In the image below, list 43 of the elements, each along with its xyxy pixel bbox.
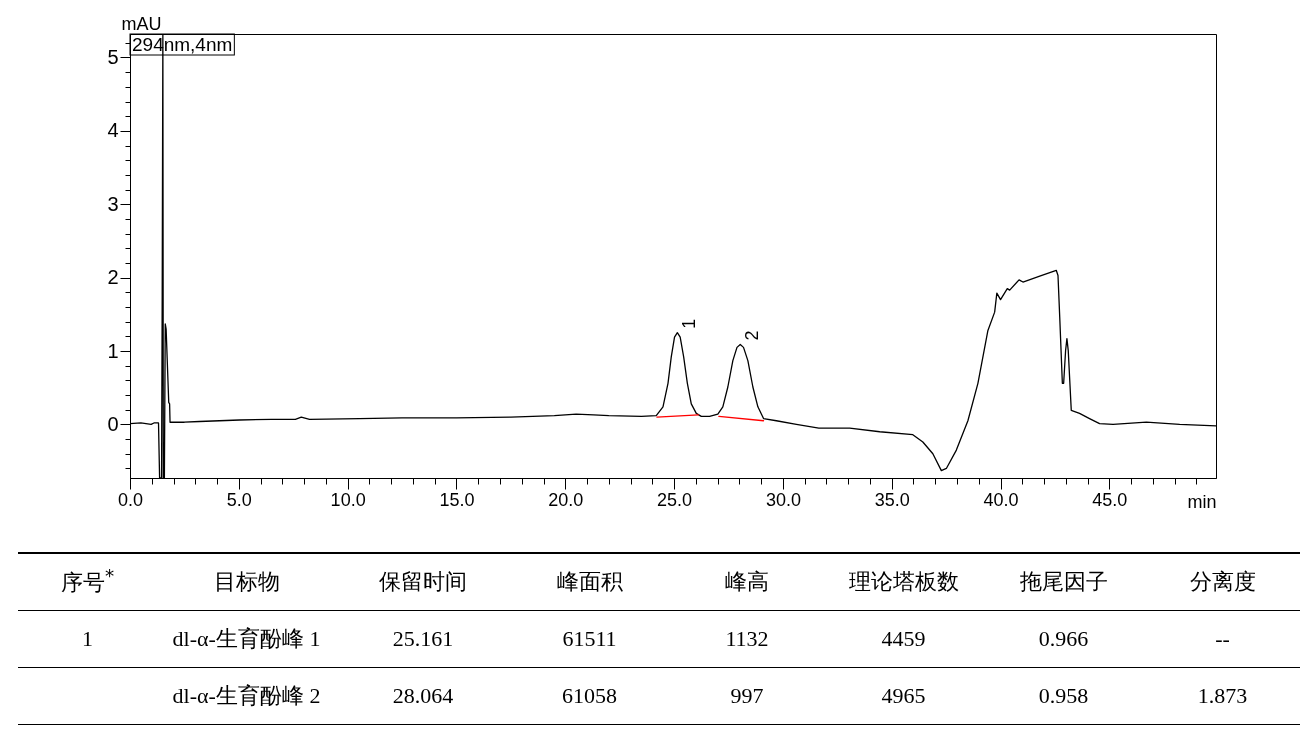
- y-tick-label: 2: [107, 266, 119, 289]
- annotation: 1: [679, 318, 700, 329]
- x-tick-label: 40.0: [983, 489, 1019, 510]
- x-tick-label: 0.0: [117, 489, 144, 510]
- y-tick-label: 0: [107, 412, 119, 435]
- y-tick-label: 3: [107, 192, 119, 215]
- category-label: 分离度: [1145, 553, 1300, 611]
- y-tick-label: 5: [107, 45, 119, 68]
- text: 0.966: [1038, 626, 1089, 651]
- text: --: [1215, 626, 1230, 651]
- text: dl-α-生育酚峰 2: [172, 683, 321, 708]
- text: 1: [82, 626, 93, 651]
- x-tick-label: 45.0: [1092, 489, 1128, 510]
- category-label: 峰高: [669, 553, 825, 611]
- y-axis-title: mAU: [121, 13, 162, 34]
- text: 28.064: [392, 683, 454, 708]
- text: 4459: [881, 626, 926, 651]
- category-label: 拖尾因子: [982, 553, 1145, 611]
- x-tick-label: 35.0: [874, 489, 910, 510]
- text: 4965: [881, 683, 926, 708]
- text: 61511: [562, 626, 617, 651]
- annotation: 2: [742, 330, 763, 341]
- text: 997: [730, 683, 764, 708]
- x-tick-label: 30.0: [765, 489, 801, 510]
- text: dl-α-生育酚峰 1: [172, 626, 321, 651]
- y-tick-label: 1: [107, 339, 119, 362]
- x-tick-label: 20.0: [548, 489, 584, 510]
- text: 25.161: [392, 626, 454, 651]
- category-label: 理论塔板数: [825, 553, 982, 611]
- y-tick-label: 4: [107, 119, 119, 142]
- x-axis-title: min: [1187, 491, 1217, 512]
- category-label: 保留时间: [336, 553, 510, 611]
- x-tick-label: 25.0: [657, 489, 693, 510]
- category-label: 序号$^{*}$: [18, 553, 157, 611]
- text: 1132: [725, 626, 769, 651]
- x-tick-label: 15.0: [439, 489, 475, 510]
- text: 1.873: [1197, 683, 1248, 708]
- x-tick-label: 10.0: [330, 489, 366, 510]
- text: 61058: [562, 683, 617, 708]
- x-tick-label: 5.0: [226, 489, 252, 510]
- category-label: 目标物: [157, 553, 336, 611]
- category-label: 峰面积: [510, 553, 669, 611]
- text: 0.958: [1038, 683, 1089, 708]
